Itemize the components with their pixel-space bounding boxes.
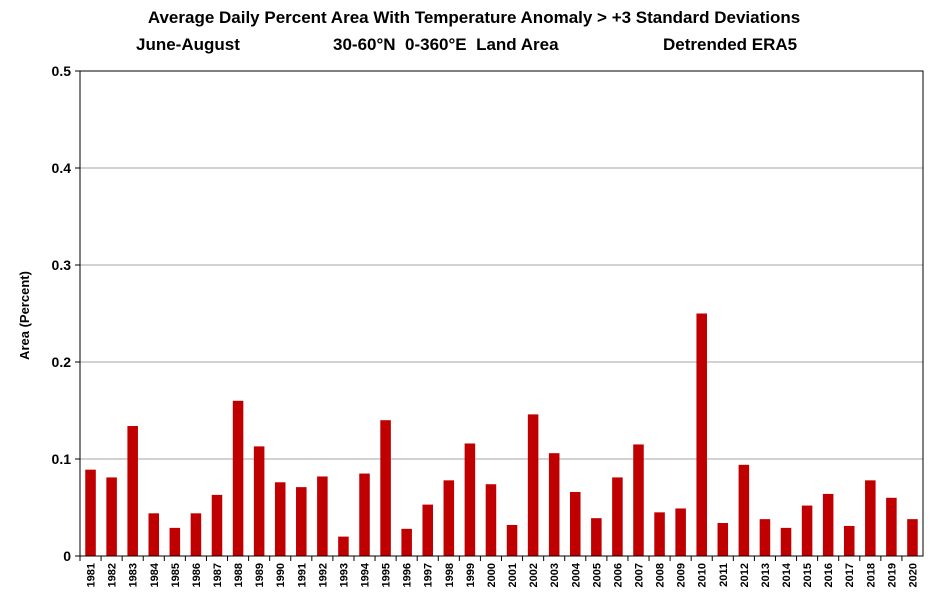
bar-2020 [907,519,918,556]
bar-1985 [169,527,181,556]
x-tick-label: 2008 [655,563,667,587]
x-tick-label: 2013 [760,563,772,587]
subtitle-region: 30-60°N 0-360°E Land Area [333,35,559,54]
x-tick-label: 1987 [212,563,224,587]
x-tick-label: 1985 [170,563,182,587]
y-tick-label: 0 [63,548,71,564]
x-tick-label: 1994 [360,562,372,587]
bar-1982 [106,477,117,556]
bar-2014 [780,527,792,556]
x-tick-label: 2006 [612,563,624,587]
y-tick-label: 0.3 [52,257,72,273]
bar-1989 [253,446,265,556]
bar-2000 [485,484,497,556]
y-tick-label: 0.1 [52,451,72,467]
y-tick-label: 0.4 [52,160,72,176]
x-tick-label: 1988 [233,563,245,587]
x-tick-label: 2011 [718,563,730,587]
subtitle-season: June-August [136,35,240,54]
x-tick-label: 1993 [338,563,350,587]
x-tick-label: 1982 [107,563,119,587]
bar-1997 [422,504,434,556]
subtitle-dataset: Detrended ERA5 [663,35,798,54]
x-tick-label: 1981 [86,563,98,587]
bar-1999 [464,443,476,556]
bar-2012 [738,464,750,556]
bar-1996 [401,528,412,556]
y-tick-label: 0.2 [52,354,72,370]
x-tick-label: 1998 [444,563,456,587]
gridlines [80,70,923,460]
bar-2015 [801,505,813,556]
bar-1992 [317,476,328,556]
x-tick-label: 2004 [570,562,582,587]
bar-1990 [274,482,286,556]
x-tick-label: 2009 [676,563,688,587]
x-tick-label: 2010 [697,563,709,587]
bar-2011 [717,523,729,556]
bar-2018 [865,480,876,556]
x-tick-label: 1990 [275,563,287,587]
bar-1984 [148,513,160,556]
bar-2005 [591,518,602,556]
bar-2001 [506,524,518,556]
bar-2013 [759,519,771,556]
x-tick-label: 2003 [549,563,561,587]
x-tick-label: 1991 [296,563,308,587]
plot-area-frame [79,70,924,557]
chart-title: Average Daily Percent Area With Temperat… [147,8,801,27]
x-tick-label: 1989 [254,563,266,587]
y-tick-label: 0.5 [52,63,72,79]
x-tick-label: 2018 [865,563,877,587]
bar-1987 [211,494,223,556]
bar-1983 [127,426,138,556]
x-axis-ticks: 1981 1982 1983 1984 1985 1986 1987 1988 1989 1990… [79,556,919,587]
bars [85,313,918,556]
bar-2016 [822,493,834,556]
bar-2002 [527,414,539,556]
bar-1995 [380,420,391,556]
x-tick-label: 2007 [633,563,645,587]
x-tick-label: 2012 [739,563,751,587]
x-tick-label: 1999 [465,563,477,587]
bar-2004 [569,491,581,556]
bar-1981 [85,469,96,556]
y-axis-ticks: 0 0.1 0.2 0.3 0.4 0.5 [52,63,80,564]
x-tick-label: 1997 [423,563,435,587]
x-tick-label: 2015 [802,563,814,587]
bar-1993 [338,536,349,556]
x-tick-label: 2005 [591,563,603,587]
bar-1994 [359,473,370,556]
x-tick-label: 1996 [402,563,414,587]
bar-2010 [696,313,707,556]
bar-2017 [843,525,855,556]
x-tick-label: 2020 [907,563,919,587]
bar-2019 [886,497,897,556]
x-tick-label: 2000 [486,563,498,587]
bar-2008 [654,512,665,556]
x-tick-label: 1983 [128,563,140,587]
bar-2003 [548,453,560,556]
x-tick-label: 1984 [149,562,161,587]
x-tick-label: 1986 [191,563,203,587]
bar-1998 [443,480,455,556]
bar-1986 [190,513,202,556]
x-tick-label: 1995 [381,563,393,587]
x-tick-label: 1992 [317,563,329,587]
chart-subtitle: June-August 30-60°N 0-360°E Land Area De… [0,35,948,59]
x-tick-label: 2002 [528,563,540,587]
x-tick-label: 2014 [781,562,793,587]
bar-2006 [612,477,623,556]
x-tick-label: 2017 [844,563,856,587]
bar-1991 [296,487,307,556]
y-axis-label: Area (Percent) [17,271,32,360]
x-tick-label: 2019 [886,563,898,587]
bar-2007 [633,444,644,556]
x-tick-label: 2001 [507,563,519,587]
x-tick-label: 2016 [823,563,835,587]
bar-2009 [675,508,686,556]
bar-1988 [232,400,244,556]
